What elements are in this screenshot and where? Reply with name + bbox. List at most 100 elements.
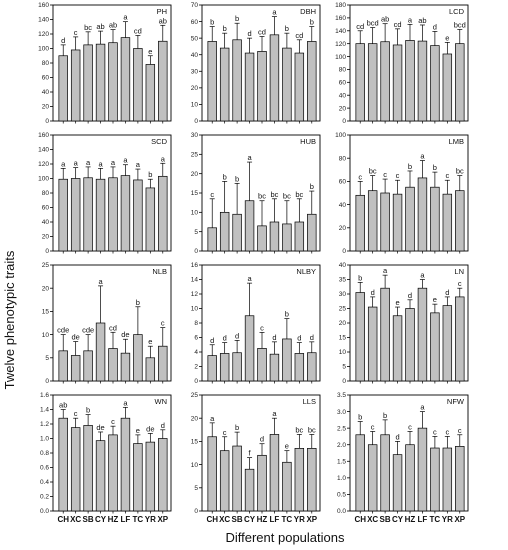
bar-cy [244,52,255,122]
y-tick-label: 25 [339,306,347,313]
significance-letter: cd [109,323,117,332]
bar-tc [282,338,292,382]
y-tick-label: 120 [38,31,49,38]
significance-letter: a [161,154,166,163]
significance-letter: a [111,158,116,167]
bar-sb [83,177,93,252]
significance-letter: a [420,403,425,412]
y-tick-label: 15 [42,309,50,316]
bar-hz [257,225,267,252]
significance-letter: a [123,398,128,407]
y-tick-label: 10 [191,210,199,217]
category-label-yr: YR [145,515,156,524]
y-tick-label: 0.6 [40,465,49,472]
bar-tc [430,312,440,382]
panel-title: PH [157,7,167,16]
y-tick-label: 0 [342,248,346,255]
significance-letter: c [111,417,115,426]
significance-letter: bc [295,425,303,434]
significance-letter: d [445,288,449,297]
bar-hz [405,40,415,122]
significance-letter: bc [295,190,303,199]
y-tick-label: 20 [339,105,347,112]
y-tick-label: 80 [42,60,50,67]
category-label-ch: CH [206,515,218,524]
y-tick-label: 40 [339,202,347,209]
bar-sb [232,445,242,512]
significance-letter: e [136,426,140,435]
bar-lf [120,352,131,382]
y-tick-label: 10 [42,332,50,339]
category-label-lf: LF [121,515,131,524]
significance-letter: e [433,295,437,304]
panel-title: DBH [300,7,316,16]
bar-cy [95,322,106,382]
y-tick-label: 5 [45,355,49,362]
category-label-yr: YR [442,515,453,524]
significance-letter: ab [418,16,426,25]
bar-xc [367,444,378,512]
bar-yr [442,53,453,122]
bar-xp [158,40,168,122]
significance-letter: bc [258,192,266,201]
bar-sb [83,350,93,382]
significance-letter: b [358,273,362,282]
bar-ch [355,194,365,252]
category-label-xc: XC [70,515,81,524]
panel-title: WN [155,397,168,406]
y-tick-label: 180 [335,2,346,9]
y-tick-label: 10 [191,462,199,469]
y-tick-label: 100 [38,46,49,53]
bar-hz [257,348,267,382]
bar-xp [158,175,168,252]
bar-ch [355,43,365,122]
y-tick-label: 60 [339,80,347,87]
y-tick-label: 140 [38,17,49,24]
significance-letter: d [433,22,437,31]
significance-letter: de [121,330,129,339]
bar-xc [219,211,230,252]
y-tick-label: 1.4 [40,407,49,414]
panel-wn: 0.0 0.2 0.4 0.6 0.8 1.0 1.2 1.4 1.6 WN ab CH c XC b SB d… [40,392,172,524]
significance-letter: b [358,413,362,422]
bar-ch [58,178,68,252]
bar-tc [282,47,292,122]
y-tick-label: 30 [191,132,199,139]
bar-lf [417,177,428,252]
bar-yr [442,193,453,252]
significance-letter: d [371,288,375,297]
y-tick-label: 20 [339,225,347,232]
panel-title: SCD [151,137,167,146]
bar-lf [269,434,280,512]
significance-letter: b [433,163,437,172]
category-label-hz: HZ [108,515,119,524]
bar-xp [158,438,168,512]
bar-sb [232,352,242,382]
bar-yr [294,52,305,122]
y-tick-label: 20 [42,104,50,111]
significance-letter: e [148,337,152,346]
bar-hz [257,454,267,512]
y-tick-label: 0 [194,118,198,125]
bar-ch [207,41,217,122]
bar-xp [455,190,465,252]
significance-letter: e [445,33,449,42]
significance-letter: ab [59,401,67,410]
significance-letter: a [272,8,277,17]
y-tick-label: 1.2 [40,421,49,428]
significance-letter: bcd [367,19,379,28]
significance-letter: a [61,159,66,168]
y-tick-label: 0.2 [40,494,49,501]
y-tick-label: 0.0 [337,508,346,515]
y-tick-label: 8 [194,320,198,327]
y-tick-label: 25 [191,392,199,399]
significance-letter: c [74,28,78,37]
significance-letter: d [235,331,239,340]
significance-letter: e [395,298,399,307]
y-tick-label: 15 [339,335,347,342]
significance-letter: b [235,423,239,432]
bar-xp [307,41,317,122]
y-tick-label: 10 [191,102,199,109]
